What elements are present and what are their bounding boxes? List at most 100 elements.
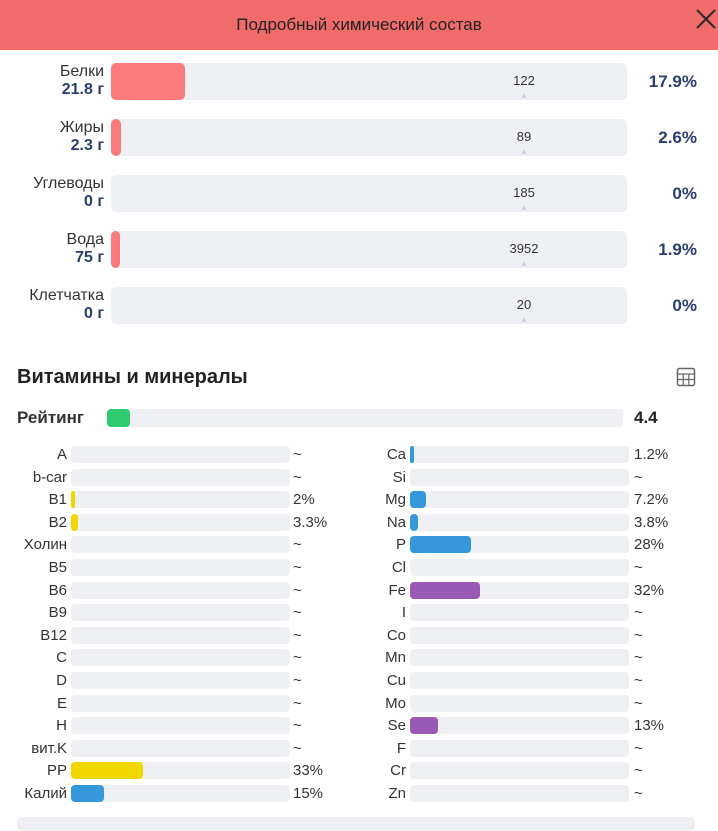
- vitamin-row: B6 ~: [0, 580, 718, 602]
- macro-bar: 122: [111, 63, 627, 100]
- nutrient-bar: [410, 785, 629, 802]
- nutrient-bar: [71, 695, 290, 712]
- macro-amount: 0 г: [83, 305, 104, 322]
- macro-norm-value: 20: [516, 297, 532, 312]
- nutrient-name: Холин: [23, 536, 67, 553]
- norm-marker: [522, 261, 526, 266]
- nutrient-value: ~: [293, 469, 302, 486]
- nutrient-value: 1.2%: [634, 446, 669, 463]
- nutrient-name: C: [56, 649, 67, 666]
- macro-bar: 185: [111, 175, 627, 212]
- nutrient-value: ~: [293, 627, 302, 644]
- nutrient-name: Ca: [386, 446, 406, 463]
- vitamin-row: B12 ~: [0, 625, 718, 647]
- macro-row: Вода 75 г 3952 1.9%: [0, 230, 718, 270]
- mineral-row: F ~: [0, 738, 718, 760]
- norm-marker: [522, 317, 526, 322]
- nutrient-bar: [71, 717, 290, 734]
- macro-row: Белки 21.8 г 122 17.9%: [0, 62, 718, 102]
- nutrient-name: B9: [48, 604, 67, 621]
- macro-label: Жиры 2.3 г: [60, 119, 104, 155]
- vitamin-row: B5 ~: [0, 557, 718, 579]
- mineral-row: Co ~: [0, 625, 718, 647]
- nutrient-bar: [410, 762, 629, 779]
- nutrient-bar-fill: [410, 717, 438, 734]
- nutrient-name: Fe: [388, 582, 406, 599]
- norm-marker: [522, 149, 526, 154]
- nutrient-name: B2: [48, 514, 67, 531]
- macro-norm-value: 122: [513, 73, 535, 88]
- nutrient-value: ~: [293, 695, 302, 712]
- mineral-row: Cr ~: [0, 760, 718, 782]
- nutrient-name: Na: [386, 514, 406, 531]
- mineral-row: Na 3.8%: [0, 512, 718, 534]
- nutrient-bar: [410, 446, 629, 463]
- nutrient-bar: [71, 627, 290, 644]
- macro-label: Вода 75 г: [67, 231, 104, 267]
- nutrient-bar: [410, 695, 629, 712]
- mineral-row: P 28%: [0, 534, 718, 556]
- rating-label: Рейтинг: [17, 408, 84, 427]
- nutrient-name: A: [56, 446, 67, 463]
- nutrient-name: Cr: [390, 762, 406, 779]
- nutrient-bar-fill: [410, 491, 426, 508]
- nutrient-bar-fill: [410, 582, 480, 599]
- vitamin-row: H ~: [0, 715, 718, 737]
- mineral-row: Cu ~: [0, 670, 718, 692]
- macro-name: Углеводы: [33, 175, 104, 192]
- macro-bar: 20: [111, 287, 627, 324]
- nutrient-name: B12: [40, 627, 67, 644]
- nutrient-name: вит.K: [31, 740, 67, 757]
- nutrient-bar: [410, 536, 629, 553]
- nutrient-value: 15%: [293, 785, 324, 802]
- nutrient-bar: [71, 740, 290, 757]
- nutrient-value: 32%: [634, 582, 665, 599]
- macro-name: Жиры: [59, 119, 104, 136]
- vitamin-row: Калий 15%: [0, 783, 718, 805]
- mineral-row: Mg 7.2%: [0, 489, 718, 511]
- macro-label: Углеводы 0 г: [33, 175, 104, 211]
- vitamin-row: E ~: [0, 693, 718, 715]
- nutrient-bar: [410, 717, 629, 734]
- nutrient-name: P: [395, 536, 406, 553]
- nutrient-value: ~: [634, 604, 643, 621]
- macro-percent: 2.6%: [658, 128, 697, 147]
- macro-percent: 17.9%: [648, 72, 697, 91]
- nutrient-name: b-car: [32, 469, 67, 486]
- macro-name: Клетчатка: [29, 287, 104, 304]
- mineral-row: Ca 1.2%: [0, 444, 718, 466]
- nutrient-value: ~: [293, 649, 302, 666]
- mineral-row: Si ~: [0, 467, 718, 489]
- table-icon[interactable]: [676, 367, 696, 387]
- nutrient-bar: [71, 446, 290, 463]
- macro-label: Клетчатка 0 г: [29, 287, 104, 323]
- nutrient-bar: [410, 491, 629, 508]
- nutrient-bar-fill: [410, 536, 471, 553]
- nutrient-value: ~: [634, 559, 643, 576]
- nutrient-value: 3.3%: [293, 514, 328, 531]
- nutrient-name: Mo: [385, 695, 406, 712]
- nutrient-name: I: [401, 604, 406, 621]
- nutrient-value: ~: [634, 762, 643, 779]
- nutrient-bar: [410, 469, 629, 486]
- macro-bar-fill: [111, 119, 121, 156]
- mineral-row: Se 13%: [0, 715, 718, 737]
- nutrient-bar-fill: [71, 762, 143, 779]
- close-icon[interactable]: [694, 7, 718, 31]
- macro-row: Жиры 2.3 г 89 2.6%: [0, 118, 718, 158]
- nutrient-bar: [71, 491, 290, 508]
- nutrient-value: ~: [293, 740, 302, 757]
- nutrient-name: Zn: [388, 785, 406, 802]
- nutrient-bar-fill: [71, 514, 78, 531]
- nutrient-bar-fill: [71, 785, 104, 802]
- vitamin-row: PP 33%: [0, 760, 718, 782]
- nutrient-value: ~: [634, 469, 643, 486]
- nutrient-bar: [71, 514, 290, 531]
- macro-bar-fill: [111, 63, 185, 100]
- macro-percent: 0%: [672, 296, 697, 315]
- nutrient-value: 7.2%: [634, 491, 669, 508]
- nutrient-name: Mg: [385, 491, 406, 508]
- vitamin-row: вит.K ~: [0, 738, 718, 760]
- nutrient-name: B6: [48, 582, 67, 599]
- nutrient-value: ~: [293, 536, 302, 553]
